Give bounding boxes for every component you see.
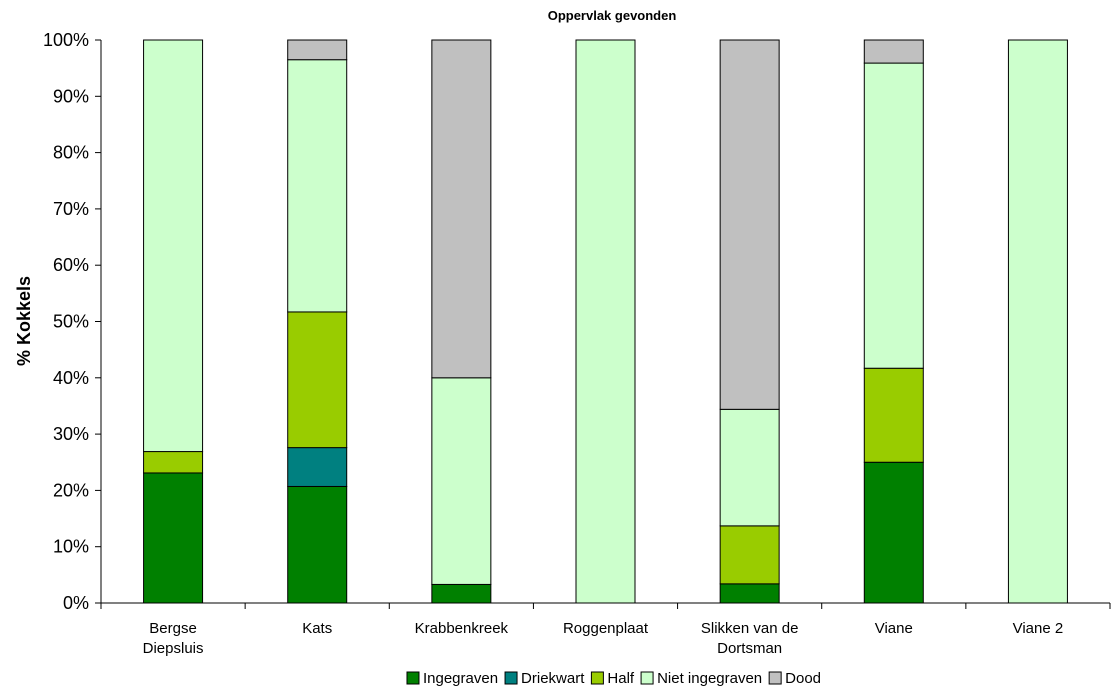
legend-item: Niet ingegraven	[640, 670, 762, 687]
y-tick-label: 40%	[53, 368, 89, 388]
legend-item: Dood	[768, 670, 821, 687]
legend-swatch	[504, 671, 518, 685]
bar-segment	[431, 39, 492, 379]
bar-segment	[719, 583, 780, 604]
legend-swatch	[768, 671, 782, 685]
x-category-label: Kats	[302, 620, 332, 637]
legend-swatch	[640, 671, 654, 685]
bar-segment	[287, 59, 348, 313]
y-tick-label: 10%	[53, 537, 89, 557]
bar-segment	[287, 447, 348, 487]
bar-segment	[863, 461, 924, 604]
y-tick-label: 30%	[53, 424, 89, 444]
bar-segment	[719, 525, 780, 585]
bar-segment	[863, 39, 924, 64]
bar-segment	[143, 451, 204, 474]
bar-segment	[575, 39, 636, 604]
legend-label: Half	[607, 670, 635, 687]
bar-segment	[431, 583, 492, 604]
y-tick-label: 80%	[53, 143, 89, 163]
bar-segment	[719, 39, 780, 410]
bar-segment	[287, 485, 348, 604]
plot-area: 0% 10% 20% 30% 40% 50% 60% 70% 80% 90% 100% Bergse D…	[43, 30, 1111, 657]
y-axis-label: % Kokkels	[14, 276, 34, 366]
x-category-label: Krabbenkreek	[415, 620, 509, 637]
legend-item: Driekwart	[504, 670, 585, 687]
x-category-label: Slikken van de Dortsman	[701, 620, 799, 657]
bar-segment	[863, 367, 924, 463]
y-tick-label: 60%	[53, 255, 89, 275]
bar-segment	[143, 39, 204, 453]
x-category-label: Roggenplaat	[563, 620, 649, 637]
legend-item: Ingegraven	[406, 670, 498, 687]
bar-segment	[287, 311, 348, 449]
bar-segment	[143, 472, 204, 604]
y-tick-label: 100%	[43, 30, 89, 50]
y-tick-label: 50%	[53, 312, 89, 332]
bar-segment	[719, 408, 780, 527]
legend-label: Driekwart	[521, 670, 585, 687]
bar-segment	[431, 377, 492, 585]
bar-segment	[863, 62, 924, 369]
legend-item: Half	[590, 670, 635, 687]
y-tick-label: 20%	[53, 480, 89, 500]
legend-label: Dood	[785, 670, 821, 687]
x-category-label: Bergse Diepsluis	[143, 620, 204, 657]
bar-segment	[1007, 39, 1068, 604]
x-category-label: Viane 2	[1013, 620, 1064, 637]
y-tick-label: 90%	[53, 86, 89, 106]
chart-title: Oppervlak gevonden	[548, 8, 677, 23]
bar-segment	[287, 39, 348, 61]
y-tick-label: 70%	[53, 199, 89, 219]
legend-label: Niet ingegraven	[657, 670, 762, 687]
legend: Ingegraven Driekwart Half Niet ingegraven Do…	[406, 670, 821, 687]
y-tick-label: 0%	[63, 593, 89, 613]
x-category-label: Viane	[875, 620, 913, 637]
legend-swatch	[406, 671, 420, 685]
legend-swatch	[590, 671, 604, 685]
legend-label: Ingegraven	[423, 670, 498, 687]
